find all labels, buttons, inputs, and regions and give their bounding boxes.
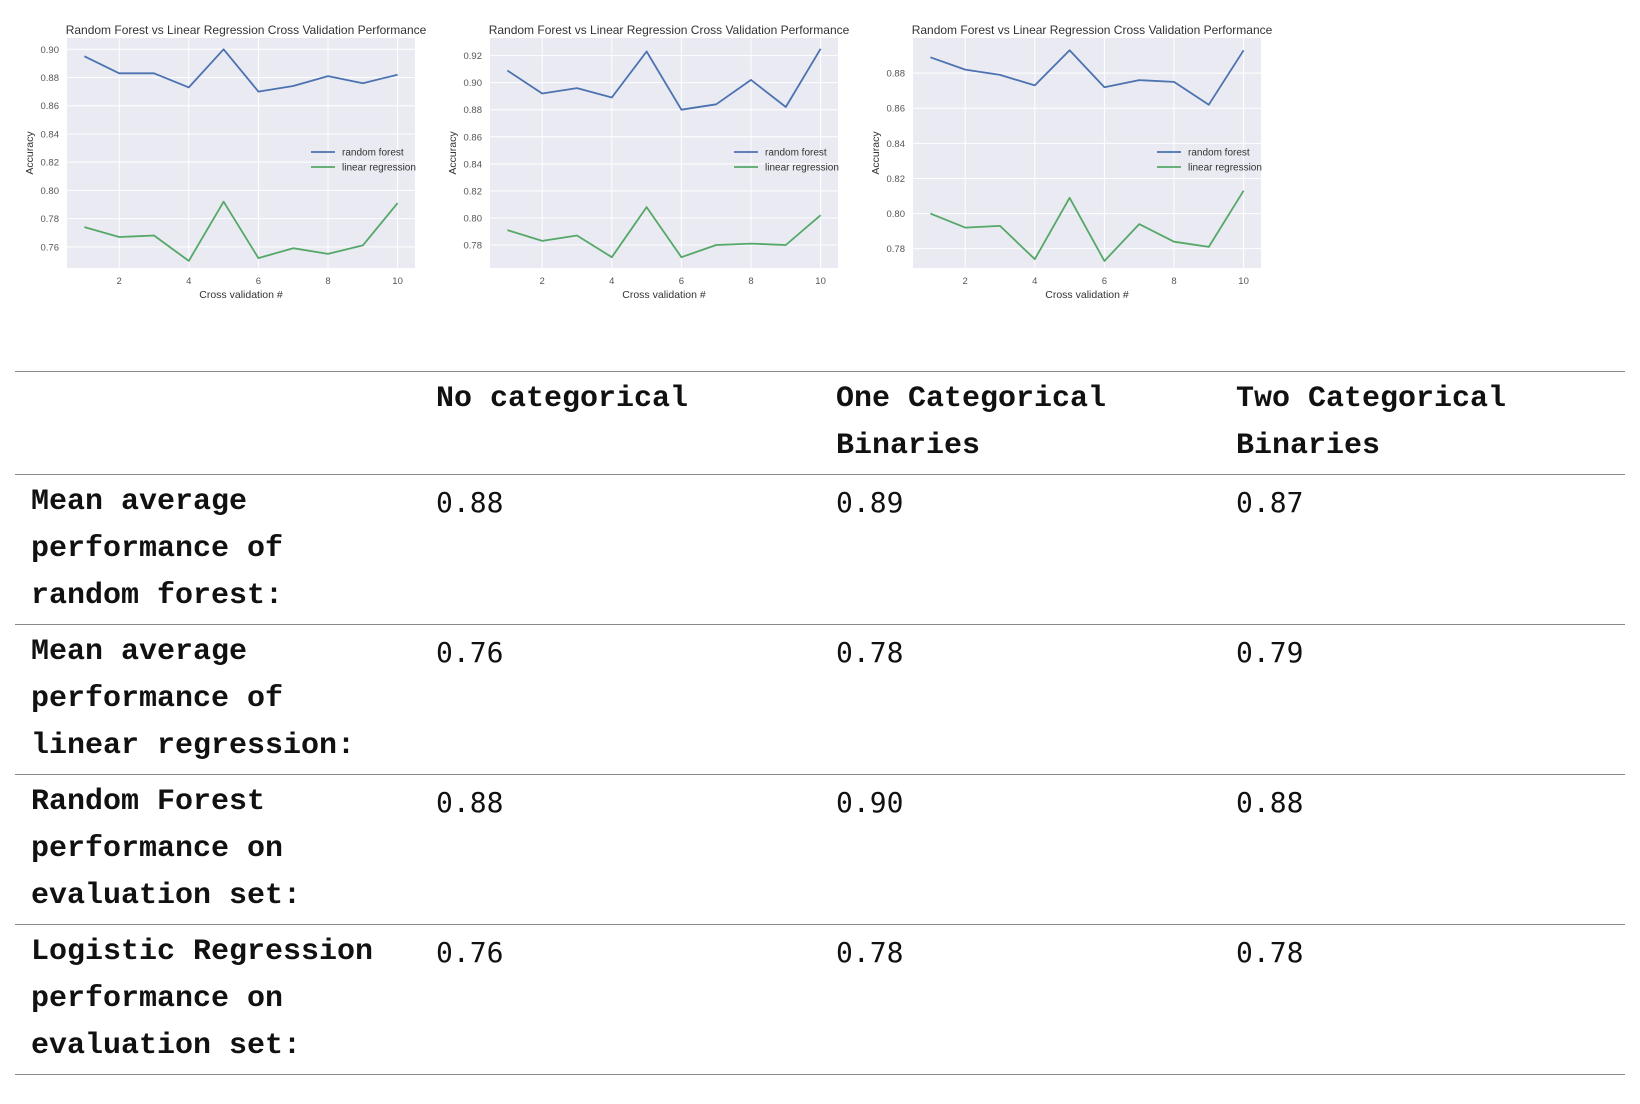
x-tick-label: 8 <box>748 276 753 287</box>
table-cell: 0.90 <box>836 786 904 819</box>
x-tick-label: 6 <box>1102 276 1107 287</box>
series-line-linear-regression <box>507 206 822 259</box>
x-tick-label: 6 <box>679 276 684 287</box>
y-tick-label: 0.90 <box>464 78 483 89</box>
table-row: Logistic Regression performance on evalu… <box>15 925 1625 1075</box>
y-tick-label: 0.82 <box>887 174 906 185</box>
x-axis-label: Cross validation # <box>622 289 706 301</box>
header-no-categorical: No categorical <box>436 382 689 416</box>
x-tick-label: 4 <box>609 276 614 287</box>
y-tick-label: 0.88 <box>464 105 483 116</box>
y-tick-label: 0.88 <box>41 73 60 84</box>
legend-label: linear regression <box>342 163 416 174</box>
y-tick-label: 0.78 <box>464 241 483 252</box>
x-axis-label: Cross validation # <box>199 289 283 301</box>
row-label: Logistic Regression performance on evalu… <box>31 935 374 1063</box>
chart-title: Random Forest vs Linear Regression Cross… <box>66 23 427 37</box>
y-tick-label: 0.78 <box>41 214 60 225</box>
y-tick-label: 0.86 <box>887 104 906 115</box>
table-cell: 0.87 <box>1236 486 1304 519</box>
y-tick-label: 0.80 <box>41 186 60 197</box>
y-axis-label: Accuracy <box>24 131 36 175</box>
y-tick-label: 0.76 <box>41 242 60 253</box>
legend-label: linear regression <box>765 163 839 174</box>
x-tick-label: 6 <box>256 276 261 287</box>
x-tick-label: 2 <box>117 276 122 287</box>
x-tick-label: 10 <box>1238 276 1249 287</box>
table-cell: 0.78 <box>1236 936 1304 969</box>
y-tick-label: 0.92 <box>464 51 483 62</box>
chart-1: 2 4 6 8 10 0.76 0.78 0.80 0.82 0.84 0.86 0.88 0.90 Ra… <box>0 0 447 330</box>
table-row: Random Forest performance on evaluation … <box>15 775 1625 925</box>
series-line-linear-regression <box>84 200 399 262</box>
x-tick-label: 2 <box>540 276 545 287</box>
legend-label: random forest <box>765 148 827 159</box>
y-tick-label: 0.80 <box>887 209 906 220</box>
row-label: Random Forest performance on evaluation … <box>31 785 302 913</box>
header-cell-empty <box>15 372 420 475</box>
series-line-random-forest <box>506 48 822 111</box>
x-axis-label: Cross validation # <box>1045 289 1129 301</box>
y-tick-label: 0.82 <box>41 158 60 169</box>
legend-label: random forest <box>342 148 404 159</box>
x-tick-label: 10 <box>815 276 826 287</box>
header-two-categorical: Two Categorical Binaries <box>1236 382 1507 463</box>
row-label: Mean average performance of linear regre… <box>31 635 356 763</box>
legend-label: linear regression <box>1188 163 1262 174</box>
table-cell: 0.78 <box>836 636 904 669</box>
y-axis-label: Accuracy <box>447 131 459 175</box>
chart-title: Random Forest vs Linear Regression Cross… <box>912 23 1273 37</box>
chart-2: 2 4 6 8 10 0.78 0.80 0.82 0.84 0.86 0.88 0.90 0.92 Ra… <box>423 0 870 330</box>
y-tick-label: 0.90 <box>41 45 60 56</box>
y-tick-label: 0.82 <box>464 186 483 197</box>
y-tick-label: 0.80 <box>464 213 483 224</box>
x-tick-label: 8 <box>1171 276 1176 287</box>
x-tick-label: 10 <box>392 276 403 287</box>
x-tick-label: 8 <box>325 276 330 287</box>
results-table: No categorical One Categorical Binaries … <box>15 371 1625 1075</box>
charts-row: 2 4 6 8 10 0.76 0.78 0.80 0.82 0.84 0.86 0.88 0.90 Ra… <box>0 0 1640 330</box>
y-tick-label: 0.78 <box>887 244 906 255</box>
table-row: Mean average performance of random fores… <box>15 475 1625 625</box>
table-cell: 0.76 <box>436 636 504 669</box>
x-tick-label: 4 <box>186 276 191 287</box>
table-cell: 0.79 <box>1236 636 1304 669</box>
table-cell: 0.88 <box>436 786 504 819</box>
chart-3: 2 4 6 8 10 0.78 0.80 0.82 0.84 0.86 0.88 Random For… <box>846 0 1293 330</box>
y-tick-label: 0.88 <box>887 69 906 80</box>
table-cell: 0.78 <box>836 936 904 969</box>
row-label: Mean average performance of random fores… <box>31 485 284 613</box>
table-row: Mean average performance of linear regre… <box>15 625 1625 775</box>
x-tick-label: 2 <box>963 276 968 287</box>
line-chart-svg: 2 4 6 8 10 0.78 0.80 0.82 0.84 0.86 0.88 0.90 0.92 Ra… <box>447 23 850 301</box>
y-tick-label: 0.84 <box>887 139 906 150</box>
table-cell: 0.88 <box>1236 786 1304 819</box>
line-chart-svg: 2 4 6 8 10 0.78 0.80 0.82 0.84 0.86 0.88 Random For… <box>870 23 1273 301</box>
x-tick-label: 4 <box>1032 276 1037 287</box>
table-cell: 0.88 <box>436 486 504 519</box>
y-tick-label: 0.86 <box>41 101 60 112</box>
legend-label: random forest <box>1188 148 1250 159</box>
table-header-row: No categorical One Categorical Binaries … <box>15 371 1625 475</box>
series-line-random-forest <box>930 49 1245 106</box>
y-tick-label: 0.86 <box>464 132 483 143</box>
y-tick-label: 0.84 <box>464 159 483 170</box>
table-cell: 0.76 <box>436 936 504 969</box>
series-line-random-forest <box>84 48 398 93</box>
plot-area <box>490 38 838 268</box>
line-chart-svg: 2 4 6 8 10 0.76 0.78 0.80 0.82 0.84 0.86 0.88 0.90 Ra… <box>24 23 427 301</box>
series-line-linear-regression <box>930 190 1245 262</box>
table-cell: 0.89 <box>836 486 904 519</box>
header-one-categorical: One Categorical Binaries <box>836 382 1107 463</box>
chart-title: Random Forest vs Linear Regression Cross… <box>489 23 850 37</box>
y-axis-label: Accuracy <box>870 131 882 175</box>
y-tick-label: 0.84 <box>41 129 60 140</box>
